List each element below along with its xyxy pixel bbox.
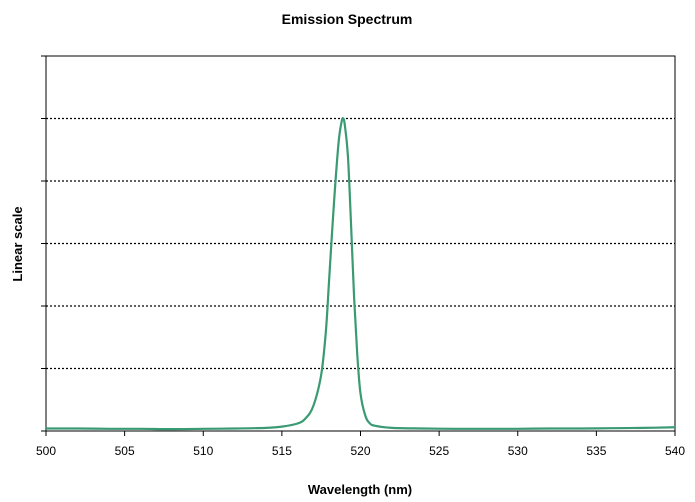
x-tick-label-505: 505 (115, 444, 135, 458)
x-tick-label-535: 535 (586, 444, 606, 458)
x-axis-label: Wavelength (nm) (308, 482, 412, 497)
x-tick-label-500: 500 (36, 444, 56, 458)
x-tick-label-515: 515 (272, 444, 292, 458)
x-tick-label-530: 530 (508, 444, 528, 458)
y-axis-label: Linear scale (10, 206, 25, 281)
gridlines (46, 117, 675, 370)
x-tick-label-510: 510 (193, 444, 213, 458)
x-tick-label-540: 540 (665, 444, 685, 458)
y-axis-ticks (41, 55, 46, 432)
x-axis-ticks (45, 431, 676, 436)
chart-title: Emission Spectrum (282, 11, 413, 27)
series-line-emission (44, 117, 677, 431)
x-tick-label-520: 520 (350, 444, 370, 458)
series-layer (44, 117, 677, 431)
x-tick-label-525: 525 (429, 444, 449, 458)
x-axis-tick-labels: 500 505 510 515 520 525 530 535 540 (36, 444, 685, 458)
plot-area-frame (45, 55, 676, 432)
